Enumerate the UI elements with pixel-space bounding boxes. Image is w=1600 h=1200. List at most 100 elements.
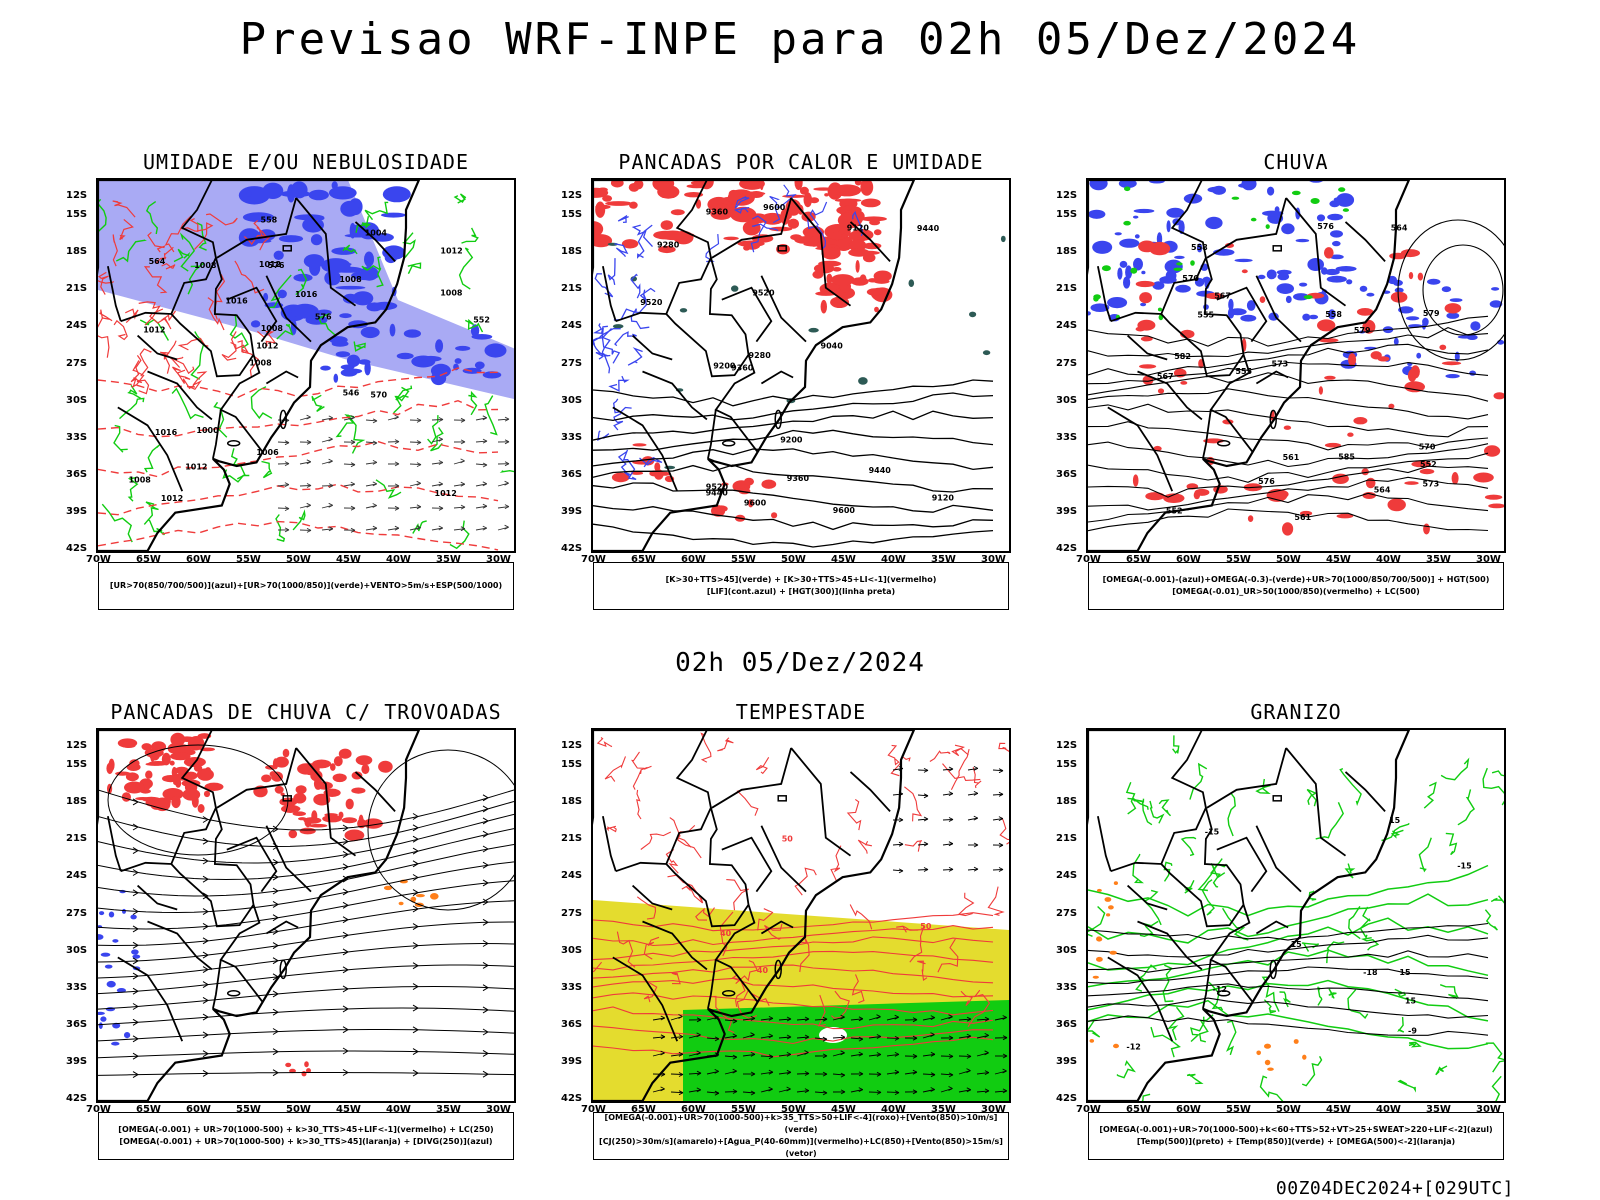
x-tick-label: 70W: [86, 1104, 111, 1115]
legend-line: [OMEGA(-0.001)+UR>70(1000-500)+k<60+TTS>…: [1099, 1125, 1493, 1134]
contour-label: 9600: [763, 203, 786, 212]
x-tick-label: 30W: [486, 554, 511, 565]
x-tick-label: 60W: [1176, 554, 1201, 565]
legend-line: [OMEGA(-0.001) + UR>70(1000-500) + k>30_…: [119, 1137, 493, 1146]
contour-label: 9440: [869, 466, 892, 475]
contour-label: 1012: [185, 462, 207, 471]
map-umidade: 1012 1012 1012 1008 1008 1012 1012 1016 1016 1016…: [96, 178, 516, 553]
map-canvas: 40 40 50 50: [593, 730, 1009, 1101]
panel-legend: [OMEGA(-0.001) + UR>70(1000-500) + k>30_…: [98, 1112, 514, 1160]
contour-label: 9200: [780, 435, 803, 444]
y-tick-label: 27S: [66, 907, 88, 919]
x-tick-label: 60W: [1176, 1104, 1201, 1115]
x-tick-label: 60W: [186, 554, 211, 565]
y-tick-label: 21S: [66, 833, 88, 845]
contour-label: 564: [1391, 224, 1408, 233]
x-tick-label: 45W: [1326, 1104, 1351, 1115]
x-tick-label: 70W: [581, 1104, 606, 1115]
panel-legend: [OMEGA(-0.001)-(azul)+OMEGA(-0.3)-(verde…: [1088, 562, 1504, 610]
legend-line: [OMEGA(-0.001) + UR>70(1000-500) + k>30_…: [118, 1125, 494, 1134]
y-tick-label: 18S: [1056, 796, 1078, 808]
x-tick-label: 70W: [1076, 1104, 1101, 1115]
x-tick-label: 65W: [1126, 554, 1151, 565]
contour-label: 555: [1197, 311, 1214, 320]
contour-label: 1012: [143, 326, 165, 335]
x-tick-label: 40W: [1376, 554, 1401, 565]
y-tick-label: 24S: [66, 870, 88, 882]
x-tick-label: 30W: [1476, 1104, 1501, 1115]
contour-label: 50: [782, 834, 794, 843]
x-tick-label: 60W: [186, 1104, 211, 1115]
x-tick-label: 55W: [731, 1104, 756, 1115]
y-tick-label: 42S: [1056, 543, 1078, 554]
contour-label: -9: [1408, 1027, 1417, 1036]
contour-label: 579: [1354, 326, 1371, 335]
y-tick-label: 30S: [66, 944, 88, 956]
x-tick-label: 30W: [486, 1104, 511, 1115]
map-canvas: -9 -12 -15 -12 -15 -18 15 15 15 15: [1088, 730, 1504, 1101]
x-tick-label: 55W: [1226, 554, 1251, 565]
x-tick-label: 30W: [981, 1104, 1006, 1115]
y-tick-label: 36S: [561, 1018, 583, 1030]
y-tick-label: 18S: [66, 246, 88, 258]
y-tick-label: 15S: [66, 759, 88, 771]
contour-label: 9360: [706, 208, 729, 217]
contour-label: 9120: [932, 494, 955, 503]
contour-label: 15: [1405, 996, 1417, 1005]
contour-label: 1008: [129, 476, 152, 485]
y-tick-label: 18S: [561, 246, 583, 258]
contour-label: 15: [1389, 816, 1401, 825]
contour-label: 561: [1294, 513, 1311, 522]
contour-label: 1006: [256, 448, 279, 457]
panel-title: TEMPESTADE: [735, 700, 867, 724]
y-tick-label: 24S: [1056, 870, 1078, 882]
y-tick-label: 27S: [561, 357, 583, 369]
contour-label: 9040: [821, 342, 844, 351]
x-tick-label: 40W: [386, 554, 411, 565]
contour-label: 1012: [440, 246, 462, 255]
x-tick-label: 70W: [581, 554, 606, 565]
map-chuva: 585 582 579 576 573 570 567 564 561 558 555 552 579 5…: [1086, 178, 1506, 553]
x-tick-label: 70W: [86, 554, 111, 565]
panel-legend: [OMEGA(-0.001)+UR>70(1000-500)+k>35_TTS>…: [593, 1112, 1009, 1160]
x-tick-label: 55W: [236, 554, 261, 565]
contour-label: 576: [1317, 222, 1334, 231]
y-tick-label: 39S: [66, 1055, 88, 1067]
y-tick-label: 42S: [66, 1093, 88, 1104]
contour-label: 582: [1174, 352, 1191, 361]
x-tick-label: 50W: [286, 554, 311, 565]
y-tick-label: 42S: [561, 543, 583, 554]
contour-label: 1008: [194, 261, 217, 270]
x-tick-label: 40W: [881, 554, 906, 565]
y-tick-label: 39S: [1056, 505, 1078, 517]
y-tick-label: 27S: [66, 357, 88, 369]
contour-label: 570: [1419, 443, 1436, 452]
y-tick-label: 15S: [561, 759, 583, 771]
y-tick-label: 12S: [561, 740, 583, 751]
map-tempestade: 40 40 50 50: [591, 728, 1011, 1103]
x-tick-label: 50W: [1276, 1104, 1301, 1115]
contour-label: 1008: [261, 324, 284, 333]
x-tick-label: 55W: [236, 1104, 261, 1115]
legend-line: [UR>70(850/700/500)](azul)+[UR>70(1000/8…: [109, 581, 503, 590]
contour-label: 558: [1325, 310, 1342, 319]
contour-label: 570: [1182, 274, 1199, 283]
panel-title: CHUVA: [1263, 150, 1329, 174]
x-tick-label: 65W: [136, 1104, 161, 1115]
contour-label: 585: [1338, 453, 1355, 462]
y-tick-label: 36S: [66, 1018, 88, 1030]
contour-label: 576: [1258, 477, 1275, 486]
contour-label: 9440: [706, 489, 729, 498]
contour-label: 9200: [713, 362, 736, 371]
contour-label: -12: [1126, 1042, 1140, 1051]
contour-label: 1004: [365, 228, 388, 237]
contour-label: 1012: [435, 489, 457, 498]
y-tick-label: 27S: [561, 907, 583, 919]
x-tick-label: 35W: [931, 554, 956, 565]
y-tick-label: 39S: [1056, 1055, 1078, 1067]
y-tick-label: 18S: [561, 796, 583, 808]
contour-label: 40: [757, 966, 769, 975]
y-tick-label: 39S: [66, 505, 88, 517]
x-tick-label: 45W: [831, 1104, 856, 1115]
x-tick-label: 50W: [781, 554, 806, 565]
